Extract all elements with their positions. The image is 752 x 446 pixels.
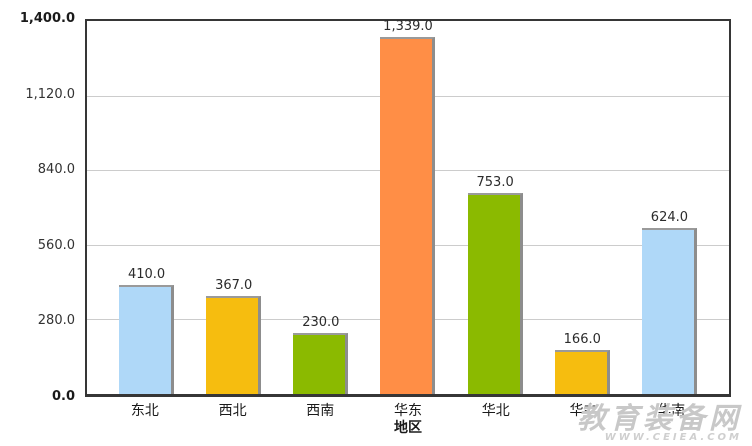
x-category-label: 华东 — [394, 403, 423, 419]
bar-value-label: 166.0 — [563, 331, 601, 347]
bar-华中[interactable] — [554, 349, 610, 394]
bar-value-label: 624.0 — [650, 209, 689, 225]
y-tick-label: 1,400.0 — [19, 11, 75, 26]
x-category-label: 华南 — [657, 403, 686, 419]
bar-value-label: 367.0 — [215, 278, 253, 294]
bar-value-label: 753.0 — [476, 175, 514, 191]
bar-slot-东北: 410.0 — [103, 21, 190, 394]
x-category-label: 西南 — [306, 403, 335, 419]
bar-slot-华南: 624.0 — [626, 21, 713, 394]
bar-华北[interactable] — [467, 193, 523, 394]
bar-value-label: 230.0 — [302, 314, 340, 330]
x-axis-title: 地区 — [394, 420, 422, 436]
bar-东北[interactable] — [119, 284, 175, 394]
y-tick-label: 560.0 — [37, 237, 75, 253]
x-category-label: 东北 — [130, 403, 159, 419]
bar-slot-西北: 367.0 — [190, 21, 277, 394]
x-category-label: 华北 — [481, 403, 510, 419]
bar-slot-华东: 1,339.0 — [364, 19, 451, 394]
bar-value-label: 410.0 — [127, 266, 166, 282]
bars-row: 410.0 367.0 230.0 1,339.0 753.0 166.0 624.0 — [87, 19, 729, 394]
plot-area: 410.0 367.0 230.0 1,339.0 753.0 166.0 624.0 — [85, 19, 731, 397]
y-tick-label: 1,120.0 — [25, 86, 75, 102]
bar-value-label: 1,339.0 — [383, 19, 433, 35]
y-tick-label: 840.0 — [37, 162, 75, 178]
bar-slot-华中: 166.0 — [539, 21, 626, 394]
x-categories: 东北 西北 西南 华东 华北 华中 华南 — [85, 400, 731, 420]
y-tick-label: 280.0 — [37, 313, 75, 329]
x-category-label: 西北 — [218, 403, 247, 419]
bar-西北[interactable] — [206, 296, 262, 394]
bar-slot-华北: 753.0 — [452, 21, 539, 394]
bar-华南[interactable] — [641, 227, 697, 394]
bar-华东[interactable] — [380, 37, 436, 394]
bar-西南[interactable] — [293, 332, 349, 394]
x-category-label: 华中 — [569, 403, 598, 419]
y-axis: 0.0 280.0 560.0 840.0 1,120.0 1,400.0 — [0, 11, 79, 404]
y-tick-label: 0.0 — [51, 389, 75, 404]
bar-slot-西南: 230.0 — [277, 21, 364, 394]
